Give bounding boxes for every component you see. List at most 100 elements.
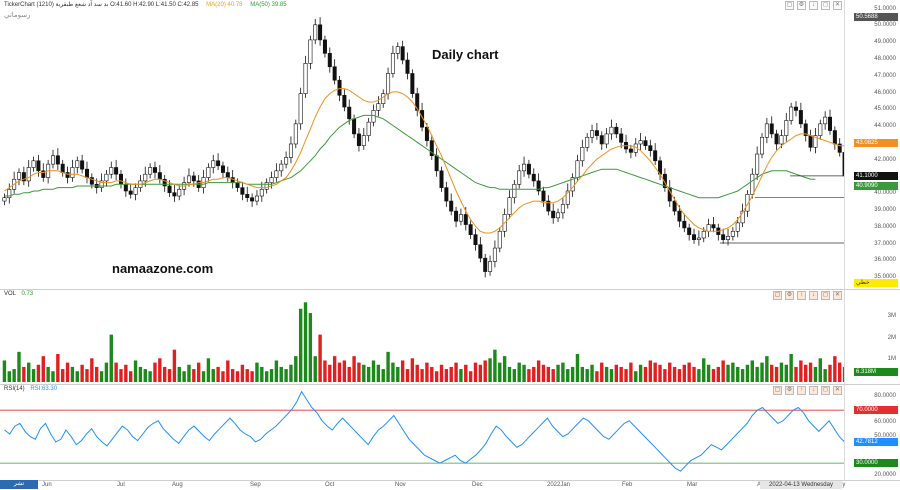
candle-body	[356, 133, 361, 146]
volume-bar	[124, 364, 128, 382]
pin-icon[interactable]: ▢	[773, 386, 782, 395]
move-down-icon[interactable]: ↓	[809, 386, 818, 395]
price-tick: 44.0000	[874, 123, 896, 130]
app-logo[interactable]: تشر	[0, 480, 38, 489]
candle-body	[609, 126, 614, 135]
volume-bar	[114, 362, 118, 382]
volume-bar	[75, 371, 79, 382]
candle-body	[454, 210, 459, 222]
volume-bar	[94, 366, 99, 382]
candle-body	[662, 173, 667, 188]
candle-body	[653, 150, 658, 162]
candle-body	[721, 234, 726, 240]
price-tag-last: 41.1000	[854, 171, 898, 180]
candle-body	[784, 120, 789, 136]
volume-pane[interactable]: VOL 0.73 ▢ ⚙ ↑ ↓ ◻ ✕ 3M 2M 1M 6.318M	[0, 289, 900, 385]
candle-body	[104, 173, 109, 182]
candle-body	[50, 155, 55, 165]
volume-bar	[439, 364, 444, 382]
volume-bar	[726, 364, 730, 382]
rsi-chart[interactable]	[0, 385, 900, 481]
volume-chart[interactable]	[0, 290, 900, 385]
volume-bar	[648, 360, 653, 382]
rsi-tick: 20.0000	[874, 472, 896, 479]
volume-bar	[590, 364, 594, 382]
candle-body	[322, 39, 327, 54]
settings-icon[interactable]: ⚙	[785, 386, 794, 395]
volume-bar	[745, 364, 750, 382]
rsi-controls: ▢ ⚙ ↑ ↓ ◻ ✕	[773, 386, 842, 395]
volume-bar	[17, 351, 21, 382]
volume-axis[interactable]: 3M 2M 1M 6.318M	[844, 290, 900, 385]
volume-bar	[833, 356, 837, 382]
candle-body	[755, 153, 760, 175]
ma20-line	[4, 88, 845, 234]
candle-body	[75, 160, 80, 168]
candle-body	[55, 155, 60, 165]
candle-body	[803, 123, 808, 136]
candle-body	[745, 194, 750, 212]
volume-bar	[56, 354, 60, 382]
price-tick: 42.0000	[874, 156, 896, 163]
price-tick: 46.0000	[874, 89, 896, 96]
volume-bar	[260, 366, 264, 382]
month-label: Feb	[622, 482, 633, 488]
month-label: Sep	[250, 482, 261, 488]
candle-body	[162, 178, 167, 187]
close-icon[interactable]: ✕	[833, 386, 842, 395]
settings-icon[interactable]: ⚙	[785, 291, 794, 300]
maximize-icon[interactable]: ◻	[821, 1, 830, 10]
volume-tick: 1M	[887, 356, 896, 363]
pin-icon[interactable]: ▢	[785, 1, 794, 10]
rsi-axis[interactable]: 80.0000 60.0000 50.0000 20.0000 70.0000 42.78…	[844, 385, 900, 481]
drawings-label[interactable]: رسوماتي	[4, 12, 31, 19]
volume-bar	[575, 354, 580, 382]
price-axis[interactable]: 51.0000 50.0000 49.0000 48.0000 47.0000 46.00…	[844, 0, 900, 289]
candle-body	[750, 173, 755, 195]
candle-body	[109, 167, 114, 175]
volume-bar	[677, 369, 682, 382]
volume-bar	[201, 371, 206, 382]
volume-bar	[566, 369, 570, 382]
candle-body	[235, 182, 240, 188]
volume-header: VOL 0.73	[4, 291, 33, 297]
pin-icon[interactable]: ▢	[773, 291, 782, 300]
volume-bar	[133, 360, 138, 382]
close-icon[interactable]: ✕	[833, 1, 842, 10]
candle-body	[813, 135, 818, 148]
candle-body	[298, 93, 303, 125]
volume-bar	[430, 366, 434, 382]
volume-bar	[740, 369, 745, 382]
candle-body	[206, 167, 211, 178]
move-down-icon[interactable]: ↓	[809, 1, 818, 10]
rsi-pane[interactable]: RSI(14) RSI:63.30 ▢ ⚙ ↑ ↓ ◻ ✕ 80.0000 60.…	[0, 384, 900, 481]
move-down-icon[interactable]: ↓	[809, 291, 818, 300]
candle-body	[522, 163, 527, 172]
settings-icon[interactable]: ⚙	[797, 1, 806, 10]
move-up-icon[interactable]: ↑	[797, 291, 806, 300]
candle-body	[638, 140, 643, 145]
rsi-tag: 30.0000	[854, 459, 898, 468]
volume-bar	[274, 360, 279, 382]
volume-bar	[226, 360, 230, 382]
volume-bar	[789, 354, 793, 382]
candle-body	[405, 59, 410, 74]
scale-mode-label[interactable]: خطي	[854, 279, 898, 287]
price-tick: 45.0000	[874, 106, 896, 113]
volume-bar	[235, 371, 240, 382]
close-icon[interactable]: ✕	[833, 291, 842, 300]
candle-body	[570, 177, 575, 192]
candle-body	[114, 167, 119, 175]
candle-body	[648, 145, 653, 151]
price-chart[interactable]	[0, 0, 900, 289]
volume-bar	[386, 351, 390, 382]
candle-body	[551, 210, 556, 219]
maximize-icon[interactable]: ◻	[821, 291, 830, 300]
volume-bar	[668, 362, 672, 382]
move-up-icon[interactable]: ↑	[797, 386, 806, 395]
maximize-icon[interactable]: ◻	[821, 386, 830, 395]
candle-body	[526, 163, 531, 175]
candle-body	[585, 136, 590, 148]
price-pane[interactable]: TickerChart بد سد آد شعع طبقرية (1210) O…	[0, 0, 900, 289]
price-tag-ma20: 43.0825	[854, 138, 898, 147]
